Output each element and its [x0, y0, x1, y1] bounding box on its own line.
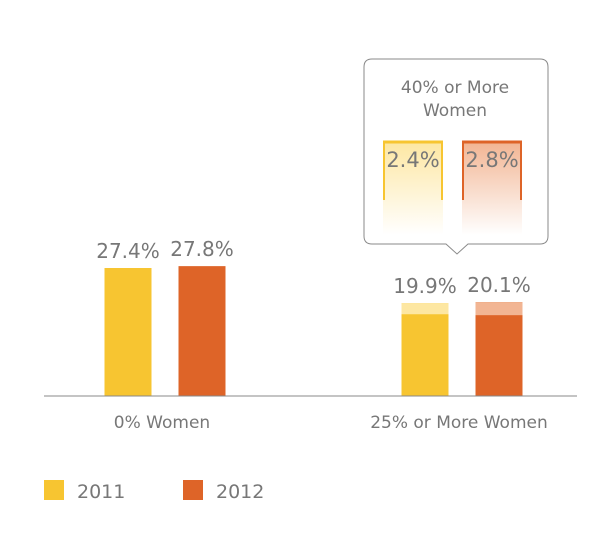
bar-2011-cat-0 — [104, 268, 152, 396]
callout-bar-2011 — [383, 142, 443, 235]
callout-value-2011: 2.4% — [386, 148, 439, 172]
bar-2012-cat-0 — [178, 266, 226, 396]
legend-label-2012: 2012 — [216, 481, 264, 503]
bars-layer: 27.4% 27.8% 19.9% 20.1% — [96, 237, 531, 396]
value-label-2012-cat-1: 20.1% — [467, 273, 531, 297]
legend-swatch-2012 — [183, 480, 203, 500]
category-label-1: 25% or More Women — [370, 413, 548, 433]
value-label-2012-cat-0: 27.8% — [170, 237, 234, 261]
bar-2012-cat-1 — [475, 302, 523, 396]
bar-subset-2011 — [401, 303, 449, 315]
legend-swatch-2011 — [44, 480, 64, 500]
legend: 2011 2012 — [44, 480, 264, 503]
callout-bar-2012 — [462, 142, 522, 235]
category-label-0: 0% Women — [114, 413, 210, 433]
bar-subset-2012 — [475, 302, 523, 316]
value-label-2011-cat-1: 19.9% — [393, 274, 457, 298]
bar-2011-cat-1 — [401, 303, 449, 396]
callout-title-line-1: 40% or More — [401, 78, 509, 98]
legend-label-2011: 2011 — [77, 481, 125, 503]
value-label-2011-cat-0: 27.4% — [96, 239, 160, 263]
callout-title-line-2: Women — [423, 101, 487, 121]
callout-value-2012: 2.8% — [465, 148, 518, 172]
subset-callout: 40% or More Women 2.4% 2.8% — [363, 58, 549, 255]
